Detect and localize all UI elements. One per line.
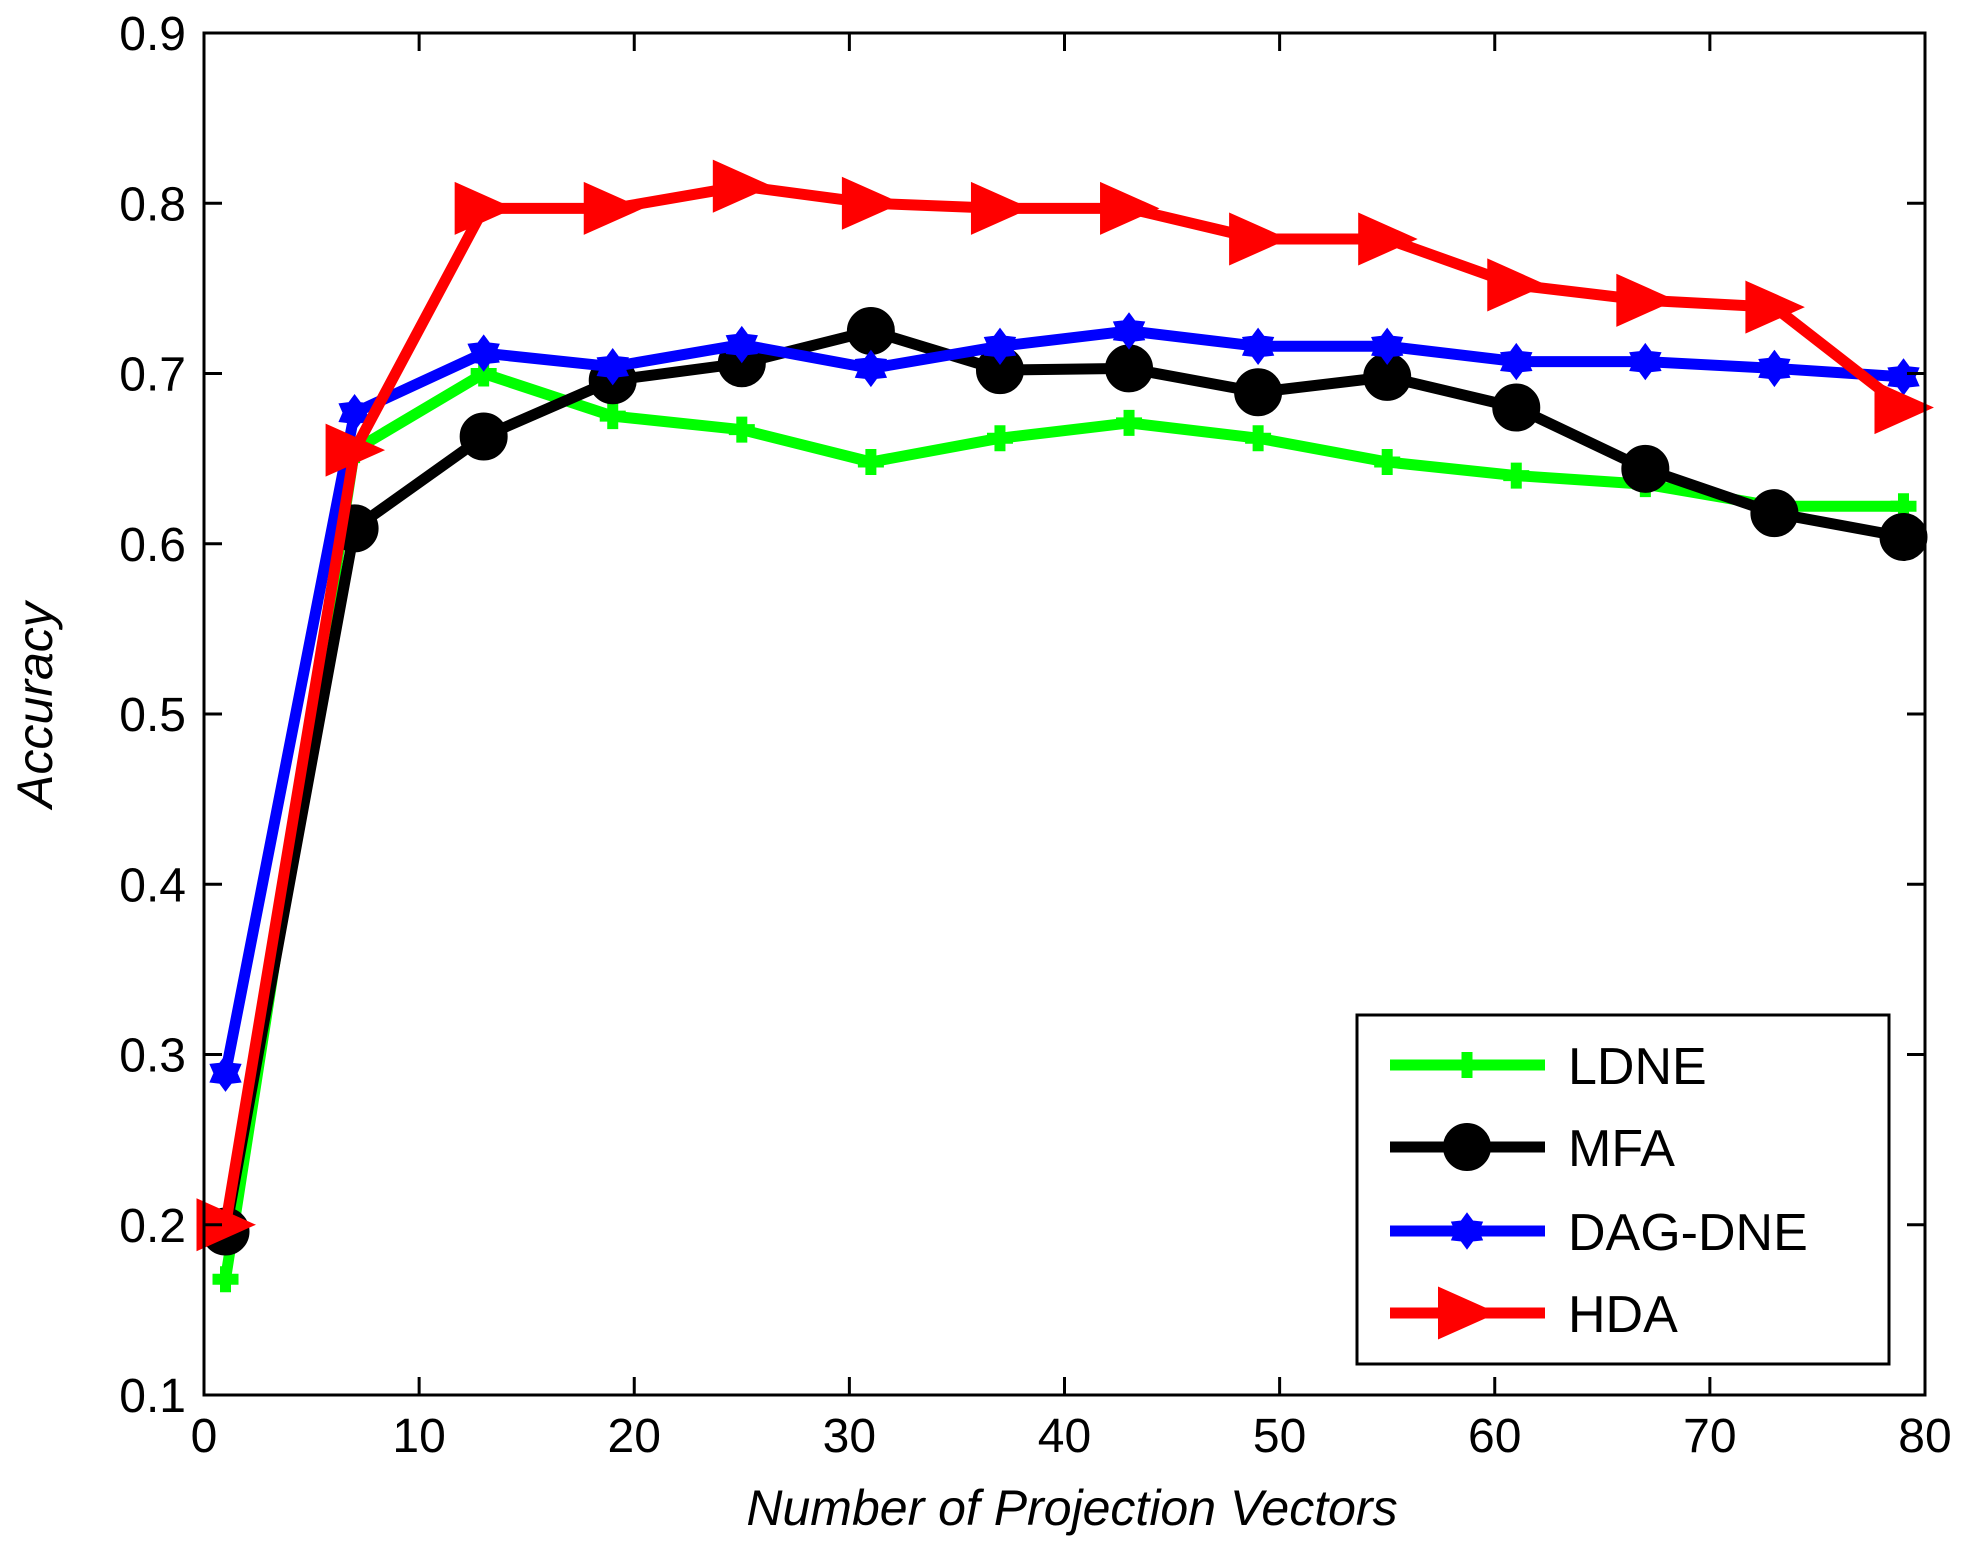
data-point xyxy=(1503,462,1530,489)
data-point xyxy=(1879,512,1928,561)
y-tick-label: 0.1 xyxy=(119,1370,186,1423)
series-line xyxy=(220,368,1904,1281)
data-point xyxy=(1371,327,1404,365)
data-point xyxy=(1234,368,1283,417)
data-point xyxy=(1374,449,1401,476)
data-point xyxy=(599,403,626,430)
x-tick-label: 60 xyxy=(1468,1410,1521,1463)
y-tick-label: 0.2 xyxy=(119,1200,186,1253)
x-tick-label: 70 xyxy=(1683,1410,1736,1463)
data-point xyxy=(454,181,515,235)
plot-area xyxy=(196,159,1934,1293)
legend-entry-dag-dne: DAG-DNE xyxy=(1390,1204,1808,1262)
data-point xyxy=(1487,258,1547,312)
legend-label: MFA xyxy=(1568,1120,1675,1178)
x-tick-label: 30 xyxy=(823,1410,876,1463)
x-tick-label: 80 xyxy=(1898,1410,1951,1463)
data-point xyxy=(196,1198,256,1252)
y-axis-title: Accuracy xyxy=(7,599,63,811)
data-point xyxy=(1241,327,1275,365)
data-point xyxy=(1492,383,1541,432)
x-tick-label: 50 xyxy=(1253,1410,1306,1463)
data-point xyxy=(970,181,1031,235)
x-tick-label: 10 xyxy=(392,1410,445,1463)
y-tick-label: 0.9 xyxy=(119,8,186,61)
data-point xyxy=(841,176,902,230)
data-point xyxy=(1629,342,1662,381)
series-line xyxy=(220,325,1904,1075)
data-point xyxy=(459,412,508,461)
data-point xyxy=(325,423,386,477)
data-point xyxy=(728,416,755,443)
data-point xyxy=(583,181,644,235)
legend-swatch-marker xyxy=(1438,1286,1498,1340)
data-point xyxy=(467,334,500,372)
data-point xyxy=(854,349,888,388)
legend-entry-mfa: MFA xyxy=(1390,1120,1675,1178)
data-point xyxy=(1750,489,1799,538)
legend-swatch-marker xyxy=(1454,1052,1480,1078)
data-point xyxy=(857,449,884,476)
legend-label: DAG-DNE xyxy=(1568,1204,1808,1262)
legend: LDNE MFA DAG-DNE HDA xyxy=(1355,1013,1891,1366)
data-point xyxy=(1887,358,1920,396)
data-point xyxy=(1245,425,1272,452)
y-tick-label: 0.4 xyxy=(119,859,186,912)
y-tick-label: 0.5 xyxy=(119,689,186,742)
data-point xyxy=(1229,212,1289,266)
data-point xyxy=(1358,212,1418,266)
data-point xyxy=(596,348,629,386)
legend-label: LDNE xyxy=(1568,1038,1707,1096)
axes: 0 10 20 30 40 50 60 70 80 0.1 0.2 0.3 0.4 0.5 0.6 0.7 0.… xyxy=(119,8,1951,1463)
legend-entry-hda: HDA xyxy=(1390,1286,1678,1344)
y-tick-label: 0.8 xyxy=(119,178,186,231)
x-tick-label: 40 xyxy=(1038,1410,1091,1463)
series-hda xyxy=(196,159,1934,1252)
data-point xyxy=(1500,342,1533,381)
y-tick-label: 0.3 xyxy=(119,1030,186,1083)
data-point xyxy=(1621,444,1670,493)
data-point xyxy=(983,327,1017,365)
x-axis-title: Number of Projection Vectors xyxy=(746,1480,1397,1536)
data-point xyxy=(725,325,758,364)
series-dag-dne xyxy=(209,312,1920,1092)
data-point xyxy=(1758,349,1791,388)
x-tick-label: 0 xyxy=(191,1410,218,1463)
legend-swatch-marker xyxy=(1443,1123,1491,1171)
data-point xyxy=(212,1266,239,1293)
data-point xyxy=(986,425,1013,452)
data-point xyxy=(209,1054,242,1092)
data-point xyxy=(1874,381,1934,435)
legend-swatch-marker xyxy=(1450,1212,1484,1250)
y-tick-label: 0.7 xyxy=(119,349,186,402)
data-point xyxy=(1105,344,1154,393)
data-point xyxy=(1100,181,1160,235)
legend-entry-ldne: LDNE xyxy=(1390,1038,1707,1096)
data-point xyxy=(1116,409,1143,436)
x-tick-label: 20 xyxy=(608,1410,661,1463)
data-point xyxy=(1616,273,1676,327)
legend-label: HDA xyxy=(1568,1286,1678,1344)
data-point xyxy=(1112,312,1146,350)
data-point xyxy=(846,306,895,355)
data-point xyxy=(1745,280,1805,334)
data-point xyxy=(712,159,773,213)
data-point xyxy=(338,394,371,432)
series-ldne xyxy=(212,360,1917,1293)
y-tick-label: 0.6 xyxy=(119,519,186,572)
